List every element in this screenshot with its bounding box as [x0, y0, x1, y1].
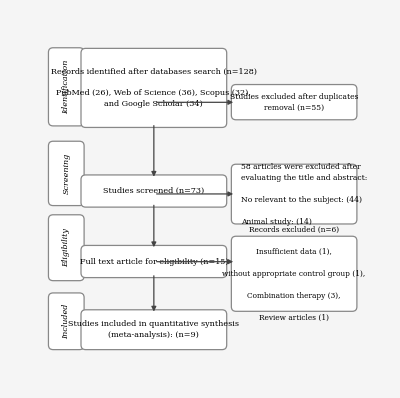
- Text: Included: Included: [62, 304, 70, 339]
- Text: Records excluded (n=6)

Insufficient data (1),

without appropriate control grou: Records excluded (n=6) Insufficient data…: [222, 226, 366, 322]
- FancyBboxPatch shape: [81, 49, 227, 127]
- FancyBboxPatch shape: [48, 293, 84, 349]
- Text: Records identified after databases search (n=128)

PubMed (26), Web of Science (: Records identified after databases searc…: [51, 67, 257, 108]
- FancyBboxPatch shape: [81, 246, 227, 278]
- FancyBboxPatch shape: [231, 236, 357, 311]
- FancyBboxPatch shape: [48, 141, 84, 206]
- Text: Studies excluded after duplicates
removal (n=55): Studies excluded after duplicates remova…: [230, 93, 358, 112]
- Text: Screening: Screening: [62, 153, 70, 194]
- Text: 58 articles were excluded after
evaluating the title and abstract:

No relevant : 58 articles were excluded after evaluati…: [241, 163, 367, 226]
- FancyBboxPatch shape: [48, 215, 84, 281]
- FancyBboxPatch shape: [48, 48, 84, 126]
- Text: Studies included in quantitative synthesis
(meta-analysis): (n=9): Studies included in quantitative synthes…: [68, 320, 239, 339]
- Text: Studies screened (n=73): Studies screened (n=73): [103, 187, 204, 195]
- Text: Eligibility: Eligibility: [62, 228, 70, 267]
- FancyBboxPatch shape: [231, 164, 357, 224]
- Text: Full text article for eligibility (n=15): Full text article for eligibility (n=15): [80, 258, 228, 265]
- FancyBboxPatch shape: [81, 175, 227, 207]
- FancyBboxPatch shape: [81, 310, 227, 349]
- Text: Identification: Identification: [62, 60, 70, 114]
- FancyBboxPatch shape: [231, 84, 357, 120]
